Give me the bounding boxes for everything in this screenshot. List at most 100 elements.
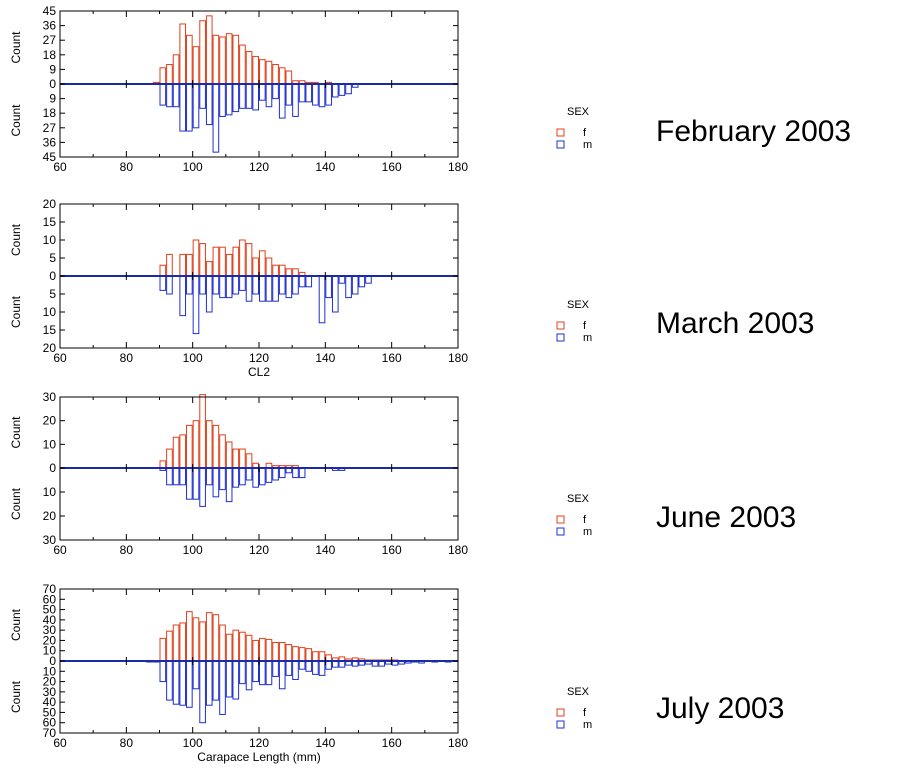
male-bar xyxy=(179,660,187,706)
x-axis-label: Carapace Length (mm) xyxy=(197,750,320,764)
male-bar xyxy=(278,467,286,479)
male-bar xyxy=(312,83,319,106)
female-bar xyxy=(272,641,279,662)
legend-swatch xyxy=(556,140,565,149)
y-tick-label: 70 xyxy=(43,582,57,596)
female-bar xyxy=(265,60,273,85)
male-bar xyxy=(186,83,193,132)
male-bar xyxy=(298,83,306,103)
male-bar xyxy=(245,660,253,691)
male-bar xyxy=(225,275,233,299)
male-bar xyxy=(192,467,200,500)
male-bar xyxy=(298,467,306,479)
male-bar xyxy=(345,275,352,299)
male-bar xyxy=(192,660,200,690)
female-bar xyxy=(305,648,313,662)
y-tick-label: 27 xyxy=(43,33,57,47)
female-bar xyxy=(192,46,200,85)
male-bar xyxy=(186,467,193,500)
male-bar xyxy=(232,83,240,113)
legend-label: f xyxy=(583,514,587,526)
y-tick-label: 20 xyxy=(43,197,57,211)
y-tick-label: 45 xyxy=(43,4,57,18)
female-bar xyxy=(219,246,226,277)
female-bar xyxy=(166,64,173,85)
male-bar xyxy=(239,275,246,291)
chart-title: February 2003 xyxy=(656,115,851,148)
legend-label: m xyxy=(583,332,592,344)
male-bar xyxy=(219,467,226,491)
y-axis-label: Count xyxy=(9,31,23,64)
x-tick-label: 80 xyxy=(120,543,134,557)
y-tick-label: 15 xyxy=(43,323,57,337)
female-bar xyxy=(179,253,187,277)
female-bar xyxy=(232,629,240,662)
male-bar xyxy=(166,275,173,295)
female-bar xyxy=(278,264,286,277)
male-bar xyxy=(199,83,206,109)
female-bar xyxy=(212,424,220,469)
y-tick-label: 40 xyxy=(43,695,57,709)
y-tick-label: 27 xyxy=(43,121,57,135)
x-tick-label: 60 xyxy=(53,736,67,750)
male-bar xyxy=(272,83,279,100)
female-bar xyxy=(318,651,326,662)
male-bar xyxy=(199,660,206,724)
legend: SEX fm xyxy=(556,106,592,151)
x-tick-label: 100 xyxy=(183,543,203,557)
female-bar xyxy=(225,633,233,662)
x-tick-label: 160 xyxy=(382,736,402,750)
x-axis-label: CL2 xyxy=(248,365,270,379)
legend-label: f xyxy=(583,127,587,139)
male-bar xyxy=(338,275,346,284)
male-bar xyxy=(172,83,180,108)
x-tick-label: 120 xyxy=(249,736,269,750)
female-bar xyxy=(272,64,279,85)
male-bar xyxy=(285,275,293,299)
histogram-panel: 60 80 100 120 140 160 180706050403020100102030… xyxy=(9,582,784,764)
legend-swatch xyxy=(556,333,565,342)
male-bar xyxy=(265,275,273,302)
y-tick-label: 20 xyxy=(43,675,57,689)
male-bar xyxy=(212,467,220,498)
female-bar xyxy=(278,641,286,662)
y-tick-label: 10 xyxy=(43,644,57,658)
female-bar xyxy=(225,441,233,469)
male-bar xyxy=(205,83,213,126)
male-bar xyxy=(331,275,339,313)
female-bar xyxy=(212,614,220,662)
y-tick-label: 18 xyxy=(43,48,57,62)
legend-swatch xyxy=(556,128,565,137)
x-tick-label: 180 xyxy=(448,351,468,365)
male-bar xyxy=(259,83,266,101)
male-bar xyxy=(265,83,273,108)
female-bar xyxy=(186,611,193,662)
male-bar xyxy=(205,660,213,706)
male-bar xyxy=(325,275,332,299)
female-bar xyxy=(259,59,266,85)
female-bar xyxy=(285,268,293,277)
x-tick-label: 100 xyxy=(183,351,203,365)
female-bar xyxy=(199,20,206,85)
female-bar xyxy=(285,70,293,85)
y-tick-label: 20 xyxy=(43,509,57,523)
legend-swatch xyxy=(556,708,565,717)
female-bar xyxy=(179,434,187,469)
male-bar xyxy=(318,83,326,108)
female-bar xyxy=(186,253,193,277)
male-bar xyxy=(172,660,180,705)
male-bar xyxy=(278,660,286,690)
x-tick-label: 160 xyxy=(382,160,402,174)
legend-title: SEX xyxy=(567,493,590,505)
female-bar xyxy=(172,54,180,85)
y-tick-label: 30 xyxy=(43,623,57,637)
male-bar xyxy=(159,275,167,291)
female-bar xyxy=(166,448,173,469)
male-bar xyxy=(305,275,313,288)
y-tick-label: 40 xyxy=(43,613,57,627)
female-bar xyxy=(265,257,273,277)
female-bar xyxy=(199,621,206,662)
y-tick-label: 15 xyxy=(43,215,57,229)
y-axis-label: Count xyxy=(9,680,23,713)
male-bar xyxy=(239,83,246,109)
